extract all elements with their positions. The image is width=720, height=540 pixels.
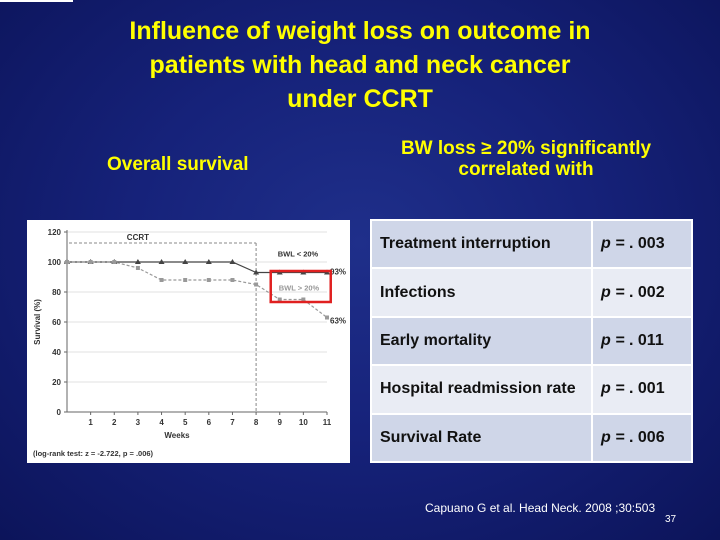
data-point: [159, 278, 164, 282]
p-prefix: p =: [601, 380, 625, 398]
series-line: [67, 261, 328, 318]
data-point: [88, 260, 93, 264]
y-tick-label: 20: [52, 378, 61, 387]
x-tick-label: 2: [112, 418, 117, 427]
p-value-cell: p = . 006: [591, 412, 693, 464]
outcome-label: Hospital readmission rate: [370, 364, 593, 415]
top-rule: [0, 0, 73, 2]
x-axis-label: Weeks: [164, 431, 190, 440]
x-tick-label: 3: [136, 418, 141, 427]
y-tick-label: 60: [52, 318, 61, 327]
data-point: [253, 269, 260, 275]
outcome-label: Treatment interruption: [370, 218, 593, 270]
table-row: Survival Rate p = . 006: [370, 412, 693, 464]
x-tick-label: 8: [254, 418, 259, 427]
bw-heading-line-1: BW loss ≥ 20% significantly: [400, 138, 652, 159]
x-tick-label: 11: [323, 418, 332, 427]
y-tick-label: 40: [52, 348, 61, 357]
p-value: . 002: [629, 283, 665, 301]
table-row: Early mortality p = . 011: [370, 315, 693, 367]
p-value: . 001: [629, 380, 665, 398]
table-row: Treatment interruption p = . 003: [370, 218, 693, 270]
series-end-label: 93%: [330, 268, 346, 277]
data-point: [325, 315, 329, 320]
series-line: [67, 261, 327, 274]
x-tick-label: 6: [207, 418, 212, 427]
p-prefix: p =: [601, 283, 625, 301]
x-tick-label: 5: [183, 418, 188, 427]
data-point: [301, 297, 306, 302]
data-point: [206, 278, 211, 282]
p-prefix: p =: [601, 235, 625, 253]
data-point: [134, 259, 141, 264]
x-tick-label: 4: [159, 418, 164, 427]
data-point: [135, 266, 140, 270]
data-point: [205, 259, 212, 264]
survival-chart-panel: 0 20 40 60 80 100 120 1 2 3 4 5 6 7 8 9 10 11 Survival (%)…: [27, 220, 350, 463]
series-end-label: 63%: [330, 317, 346, 326]
citation: Capuano G et al. Head Neck. 2008 ;30:503: [425, 501, 656, 515]
data-point: [112, 260, 117, 264]
title-line-1: Influence of weight loss on outcome in: [129, 17, 591, 45]
data-point: [229, 259, 236, 264]
p-value-cell: p = . 003: [591, 218, 693, 270]
p-value: . 003: [629, 235, 665, 253]
survival-chart: 0 20 40 60 80 100 120 1 2 3 4 5 6 7 8 9 10 11 Survival (%)…: [33, 228, 346, 458]
p-prefix: p =: [601, 428, 625, 446]
data-point: [158, 259, 165, 264]
title-line-3: under CCRT: [287, 85, 433, 113]
x-tick-label: 7: [230, 418, 235, 427]
p-value-cell: p = . 002: [591, 267, 693, 318]
correlation-table: Treatment interruption p = . 003 Infection…: [370, 218, 693, 464]
x-tick-label: 1: [88, 418, 93, 427]
ccrt-label: CCRT: [127, 233, 149, 242]
data-point: [182, 259, 189, 264]
series-name-label: BWL > 20%: [279, 284, 320, 293]
table-row: Infections p = . 002: [370, 267, 693, 318]
y-tick-label: 0: [57, 408, 62, 417]
x-tick-label: 9: [278, 418, 283, 427]
data-point: [183, 278, 188, 282]
outcome-label: Infections: [370, 267, 593, 318]
outcome-label: Early mortality: [370, 315, 593, 367]
x-tick-label: 10: [299, 418, 308, 427]
p-value-cell: p = . 001: [591, 364, 693, 415]
data-point: [230, 278, 235, 282]
highlight-box: [269, 269, 332, 304]
p-value-cell: p = . 011: [591, 315, 693, 367]
series-name-label: BWL < 20%: [278, 250, 319, 259]
bw-heading-line-2: correlated with: [458, 159, 594, 180]
p-value: . 006: [629, 428, 665, 446]
p-prefix: p =: [601, 331, 625, 349]
title-line-2: patients with head and neck cancer: [149, 51, 571, 79]
y-tick-label: 80: [52, 288, 61, 297]
bw-loss-heading: BW loss ≥ 20% significantly correlated w…: [366, 138, 686, 180]
data-point: [65, 260, 69, 264]
table-row: Hospital readmission rate p = . 001: [370, 364, 693, 415]
y-tick-label: 100: [48, 258, 62, 267]
outcome-label: Survival Rate: [370, 412, 593, 464]
y-tick-label: 120: [48, 228, 62, 237]
p-value: . 011: [629, 331, 664, 349]
page-number: 37: [665, 514, 677, 525]
overall-survival-label: Overall survival: [107, 154, 249, 175]
logrank-footnote: (log-rank test: z = -2.722, p = .006): [33, 449, 154, 458]
data-point: [277, 297, 282, 302]
data-point: [254, 282, 259, 287]
y-axis-label: Survival (%): [33, 299, 42, 345]
slide-title: Influence of weight loss on outcome in p…: [60, 14, 660, 116]
